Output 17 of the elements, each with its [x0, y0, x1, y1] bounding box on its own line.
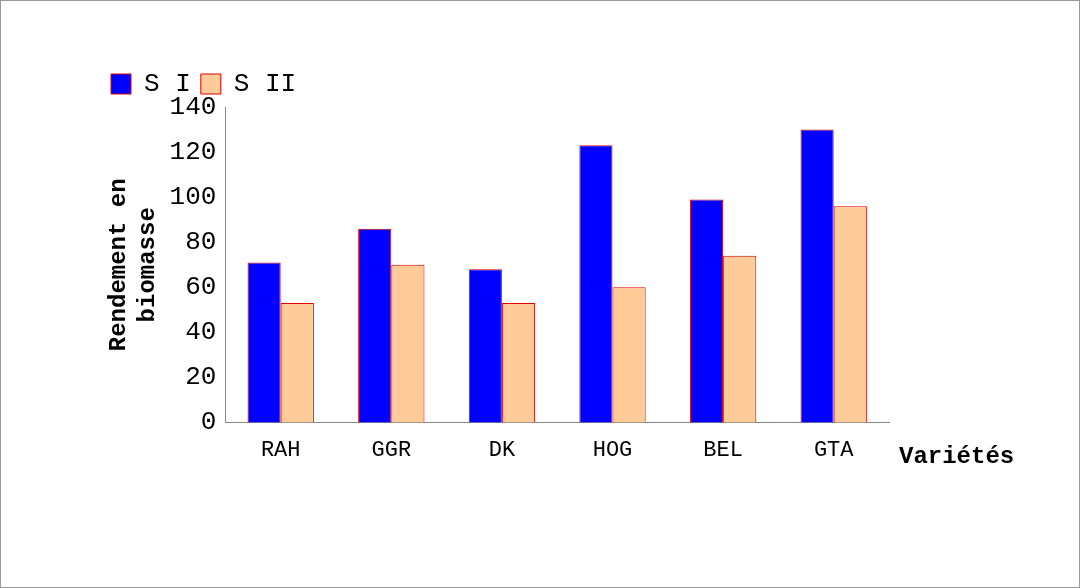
- x-tick-label: HOG: [592, 437, 633, 463]
- x-tick-label: RAH: [260, 437, 301, 463]
- y-tick-label: 60: [185, 272, 217, 303]
- legend-label: S II: [233, 68, 297, 99]
- y-tick-label: 80: [185, 227, 217, 258]
- x-tick-label: DK: [488, 437, 516, 463]
- x-axis-title: Variétés: [899, 443, 1015, 471]
- y-axis-title: Rendement en biomasse: [105, 178, 162, 352]
- y-tick-label: 100: [169, 182, 217, 213]
- y-tick-label: 120: [169, 136, 217, 167]
- y-tick-label: 140: [169, 91, 217, 122]
- x-tick-label: GTA: [813, 437, 855, 463]
- x-tick-label: BEL: [703, 437, 743, 463]
- x-tick-label: GGR: [371, 437, 412, 463]
- y-tick-label: 0: [200, 407, 217, 438]
- y-tick-label: 40: [185, 317, 217, 348]
- y-tick-label: 20: [185, 362, 217, 393]
